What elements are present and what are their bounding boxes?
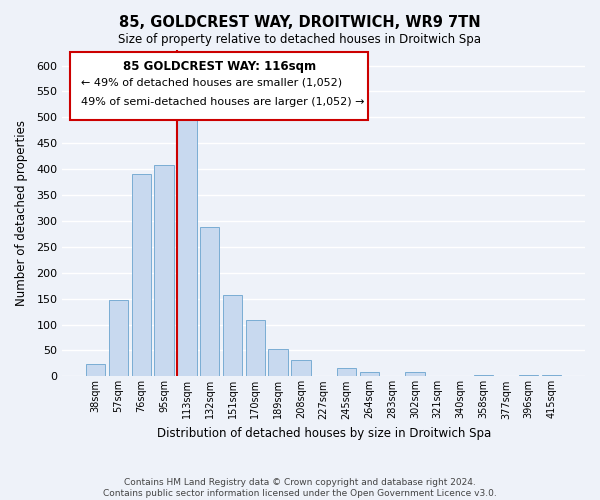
Text: Size of property relative to detached houses in Droitwich Spa: Size of property relative to detached ho… (119, 32, 482, 46)
Bar (86, 364, 106, 376)
Bar (291, 360, 311, 376)
Text: 85, GOLDCREST WAY, DROITWICH, WR9 7TN: 85, GOLDCREST WAY, DROITWICH, WR9 7TN (119, 15, 481, 30)
Text: 49% of semi-detached houses are larger (1,052) →: 49% of semi-detached houses are larger (… (80, 98, 364, 108)
Bar (200, 227, 220, 376)
Bar (177, 118, 197, 376)
Bar (245, 320, 265, 376)
Bar (223, 295, 242, 376)
FancyBboxPatch shape (70, 52, 368, 120)
Bar (519, 375, 538, 376)
X-axis label: Distribution of detached houses by size in Droitwich Spa: Distribution of detached houses by size … (157, 427, 491, 440)
Text: Contains HM Land Registry data © Crown copyright and database right 2024.
Contai: Contains HM Land Registry data © Crown c… (103, 478, 497, 498)
Text: 85 GOLDCREST WAY: 116sqm: 85 GOLDCREST WAY: 116sqm (122, 60, 316, 73)
Bar (109, 300, 128, 376)
Bar (268, 349, 288, 376)
Bar (154, 165, 174, 376)
Bar (405, 372, 425, 376)
Y-axis label: Number of detached properties: Number of detached properties (15, 120, 28, 306)
Text: ← 49% of detached houses are smaller (1,052): ← 49% of detached houses are smaller (1,… (80, 78, 342, 88)
Bar (337, 368, 356, 376)
Bar (131, 174, 151, 376)
Bar (359, 372, 379, 376)
